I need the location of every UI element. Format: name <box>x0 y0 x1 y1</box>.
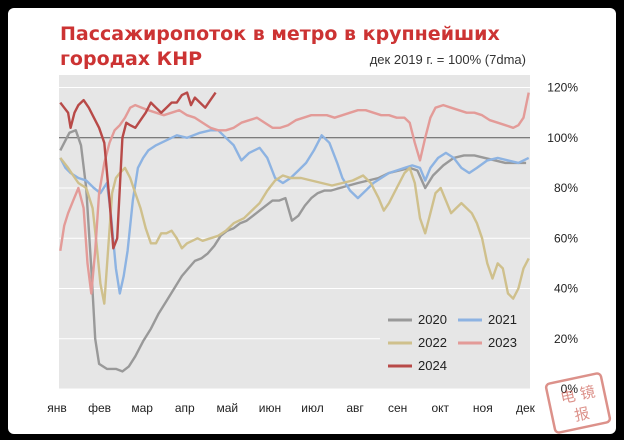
x-tick-label: ноя <box>473 401 493 415</box>
svg-text:报: 报 <box>573 404 591 425</box>
x-tick-label: июн <box>259 401 281 415</box>
series-line-2023 <box>59 92 530 295</box>
series-line-2024 <box>59 91 217 250</box>
x-tick-label: мар <box>131 401 153 415</box>
x-tick-label: авг <box>346 401 364 415</box>
series-line-2021 <box>59 129 530 295</box>
series-line-2020 <box>59 129 527 373</box>
seal-stamp: 电 镜 报 <box>544 372 612 434</box>
chart-title-line2: городах КНР <box>60 48 202 70</box>
y-tick-label: 20% <box>554 332 578 346</box>
legend-box <box>380 310 530 380</box>
x-tick-label: фев <box>88 401 111 415</box>
grid-lines <box>59 87 530 390</box>
y-axis-ticks: 0% 20% 40% 60% 80% 100% 120% <box>547 81 578 396</box>
svg-text:电: 电 <box>559 387 577 408</box>
y-tick-label: 0% <box>561 382 579 396</box>
chart-card: Пассажиропоток в метро в крупнейших горо… <box>8 8 616 434</box>
y-tick-label: 40% <box>554 282 578 296</box>
x-tick-label: дек <box>516 401 536 415</box>
chart-subtitle: дек 2019 г. = 100% (7dma) <box>370 52 526 67</box>
y-tick-label: 80% <box>554 181 578 195</box>
legend-label-2024: 2024 <box>418 358 447 373</box>
x-axis-ticks: янв фев мар апр май июн июл авг сен окт ноя дек <box>47 401 535 415</box>
legend: 2020 2021 2022 2023 2024 <box>380 310 530 380</box>
legend-label-2022: 2022 <box>418 335 447 350</box>
series-line-2022 <box>59 157 530 305</box>
svg-text:镜: 镜 <box>578 382 596 403</box>
y-tick-label: 120% <box>547 81 578 95</box>
chart-title-line1: Пассажиропоток в метро в крупнейших <box>60 23 500 45</box>
y-tick-label: 100% <box>547 131 578 145</box>
x-tick-label: апр <box>175 401 195 415</box>
x-tick-label: июл <box>301 401 323 415</box>
legend-label-2023: 2023 <box>488 335 517 350</box>
line-chart: Пассажиропоток в метро в крупнейших горо… <box>47 23 578 415</box>
legend-label-2020: 2020 <box>418 312 447 327</box>
series-lines <box>59 91 530 373</box>
x-tick-label: май <box>217 401 239 415</box>
legend-label-2021: 2021 <box>488 312 517 327</box>
y-tick-label: 60% <box>554 231 578 245</box>
x-tick-label: янв <box>47 401 67 415</box>
x-tick-label: сен <box>388 401 407 415</box>
x-tick-label: окт <box>431 401 449 415</box>
